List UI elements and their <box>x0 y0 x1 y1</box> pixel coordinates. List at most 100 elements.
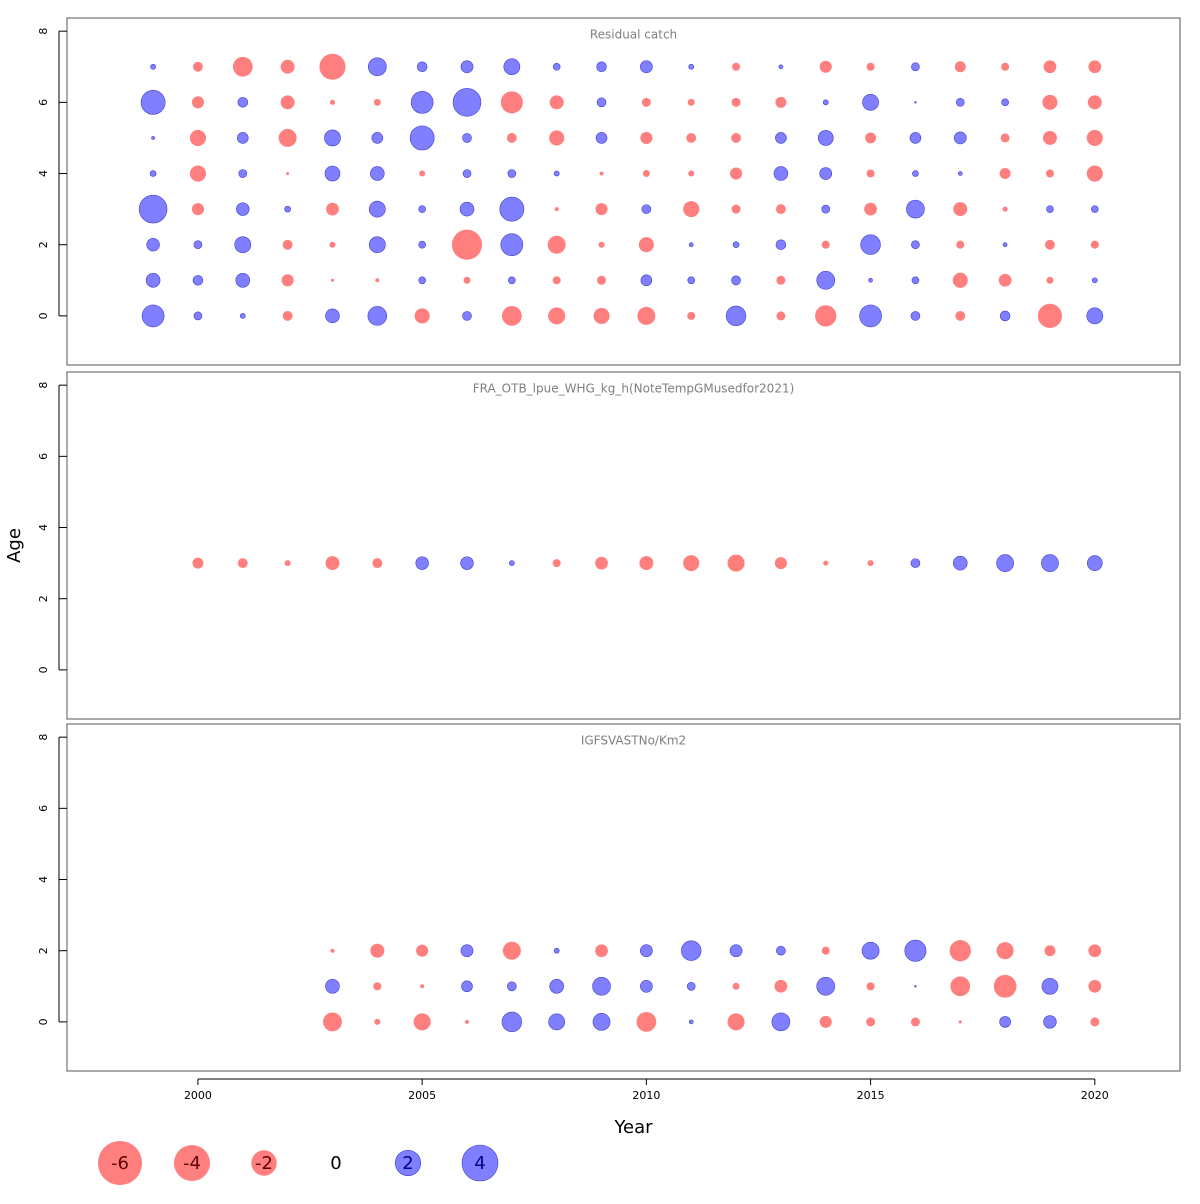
bubble <box>410 91 434 114</box>
bubble <box>409 125 435 151</box>
bubble <box>237 97 249 108</box>
bubble <box>598 241 605 248</box>
bubble <box>596 97 607 108</box>
bubble <box>683 555 700 572</box>
bubble <box>232 56 253 77</box>
bubble <box>1002 206 1008 212</box>
bubble <box>368 200 386 218</box>
bubble <box>866 169 875 178</box>
bubble <box>329 241 336 248</box>
bubble <box>688 63 695 70</box>
bubble <box>595 944 608 958</box>
bubble <box>865 132 877 144</box>
bubble <box>595 132 608 144</box>
bubble <box>547 235 566 254</box>
bubble <box>595 203 608 216</box>
y-tick-label: 0 <box>37 1018 50 1025</box>
bubble <box>192 275 204 286</box>
bubble <box>639 556 654 571</box>
bubble <box>775 132 787 144</box>
bubble <box>552 276 561 285</box>
bubble <box>914 985 917 988</box>
bubble <box>949 940 971 962</box>
bubble <box>146 238 160 252</box>
panel-frame <box>66 17 1181 366</box>
y-tick-label: 4 <box>37 524 50 531</box>
bubble <box>776 275 786 285</box>
bubble <box>683 201 700 218</box>
legend-bubble <box>251 1150 277 1176</box>
bubble <box>462 133 472 143</box>
bubble <box>868 277 873 283</box>
legend-label: -6 <box>111 1153 129 1174</box>
bubble <box>462 311 472 321</box>
bubble <box>1042 130 1057 145</box>
x-tick-label: 2010 <box>632 1089 660 1102</box>
bubble <box>284 205 291 213</box>
bubble <box>1041 977 1059 995</box>
bubble <box>958 1020 962 1024</box>
bubble <box>237 132 249 144</box>
y-tick-label: 0 <box>37 666 50 673</box>
bubble <box>1088 944 1102 958</box>
bubble <box>373 982 382 991</box>
bubble <box>1087 95 1102 110</box>
bubble <box>687 276 695 285</box>
bubble <box>1086 307 1104 325</box>
bubble <box>771 1012 791 1032</box>
bubble <box>239 313 246 319</box>
bubble <box>640 274 653 287</box>
bubble <box>817 130 834 146</box>
bubble <box>451 229 483 260</box>
bubble <box>375 278 380 283</box>
bubble <box>815 305 837 327</box>
bubble <box>730 167 743 180</box>
bubble <box>906 199 925 219</box>
bubble <box>372 558 383 569</box>
bubble <box>904 939 927 962</box>
bubble <box>367 306 388 326</box>
y-tick-label: 8 <box>37 382 50 389</box>
bubble <box>374 1018 381 1025</box>
bubble <box>413 1013 431 1031</box>
bubble <box>238 169 248 178</box>
bubble <box>552 559 561 568</box>
bubble <box>910 311 921 321</box>
bubble <box>151 136 155 140</box>
x-tick-label: 2015 <box>857 1089 885 1102</box>
bubble <box>1046 205 1054 213</box>
bubble <box>1000 133 1010 143</box>
bubble <box>688 1019 694 1025</box>
panel-title: Residual catch <box>590 28 677 42</box>
bubble <box>553 170 560 177</box>
bubble <box>731 97 741 107</box>
bubble <box>508 560 515 566</box>
bubble <box>866 982 875 991</box>
bubble <box>500 91 523 114</box>
bubble <box>640 944 653 958</box>
bubble <box>954 61 966 73</box>
bubble <box>860 234 881 255</box>
panel-title: FRA_OTB_lpue_WHG_kg_h(NoteTempGMusedfor2… <box>473 382 795 396</box>
bubble <box>371 132 384 144</box>
bubble <box>507 981 517 992</box>
legend-label: -4 <box>183 1153 201 1174</box>
bubble <box>1088 60 1102 74</box>
x-tick-label: 2000 <box>184 1089 212 1102</box>
bubble <box>280 59 295 74</box>
bubble <box>914 101 917 104</box>
bubble <box>996 554 1014 572</box>
bubble <box>501 306 522 326</box>
bubble <box>462 169 472 178</box>
bubble <box>418 240 426 249</box>
bubble <box>729 944 743 958</box>
bubble <box>996 942 1014 960</box>
bubble <box>866 1017 876 1027</box>
bubble <box>278 128 297 147</box>
x-axis-label: Year <box>613 1117 653 1138</box>
bubble <box>461 980 473 993</box>
bubble <box>727 554 745 572</box>
bubble <box>1086 129 1103 146</box>
bubble <box>319 53 346 80</box>
